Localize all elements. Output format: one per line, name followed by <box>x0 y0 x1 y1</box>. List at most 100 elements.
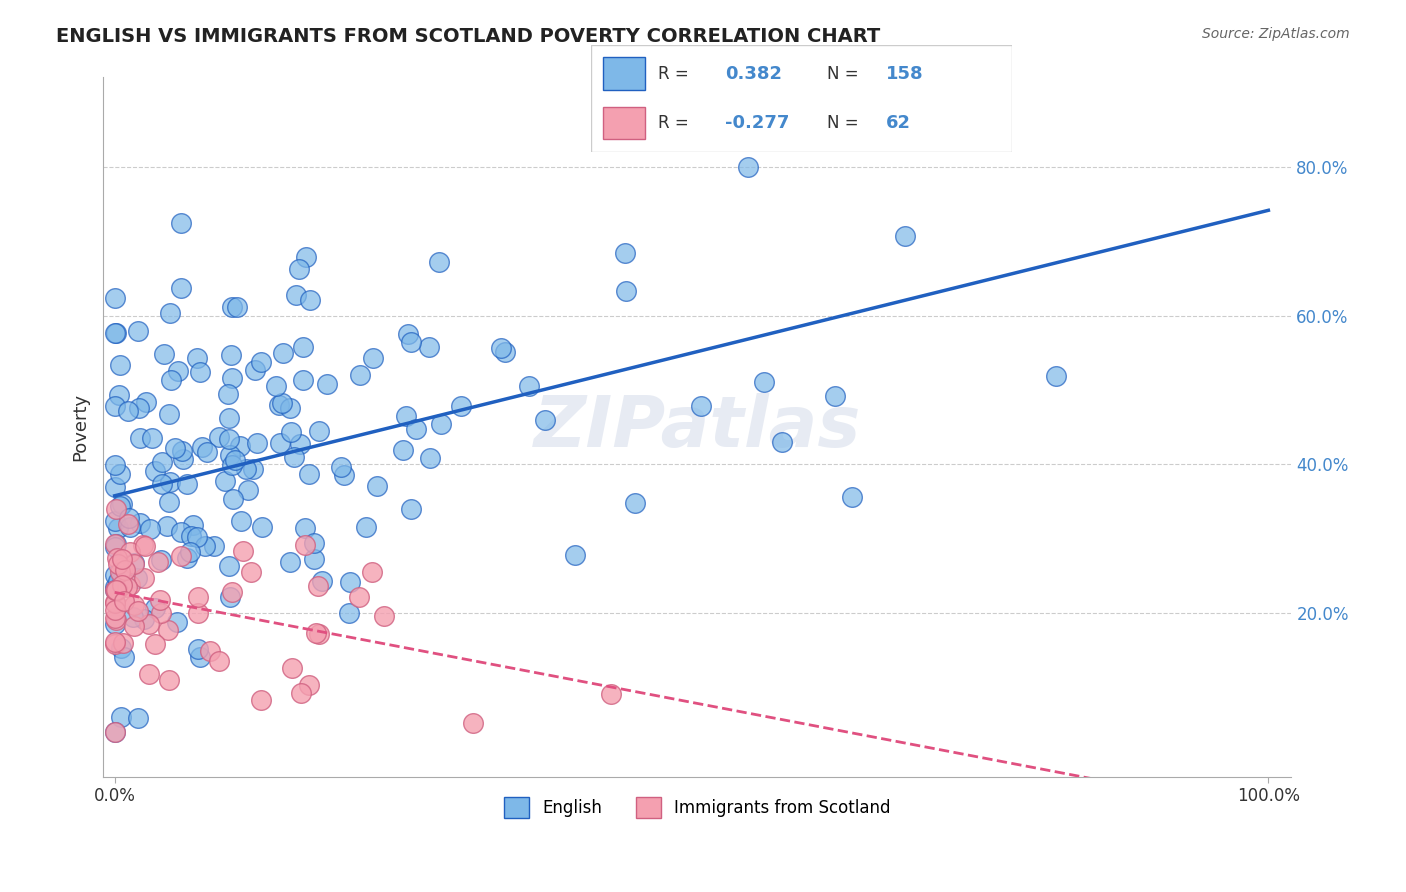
Point <box>221 348 243 362</box>
Text: 158: 158 <box>886 64 924 82</box>
Point <box>354 520 377 534</box>
Point <box>392 442 415 457</box>
Point <box>396 326 419 341</box>
Point <box>219 590 242 604</box>
Point <box>292 340 315 354</box>
Point <box>104 326 127 340</box>
FancyBboxPatch shape <box>603 107 645 139</box>
Point <box>134 571 156 585</box>
Point <box>134 539 156 553</box>
Point <box>534 413 557 427</box>
Point <box>494 344 516 359</box>
Point <box>157 495 180 509</box>
Point <box>108 358 131 372</box>
Point <box>170 281 193 295</box>
Point <box>463 715 485 730</box>
Point <box>159 306 181 320</box>
Point <box>138 522 160 536</box>
Point <box>166 615 188 630</box>
Point <box>108 565 131 579</box>
Point <box>208 655 231 669</box>
Point <box>405 422 427 436</box>
Point <box>146 556 169 570</box>
Point <box>127 571 149 585</box>
Point <box>107 521 129 535</box>
Point <box>127 711 149 725</box>
Point <box>229 439 252 453</box>
Point <box>172 452 194 467</box>
Point <box>337 607 360 621</box>
Point <box>129 430 152 444</box>
Point <box>419 451 441 466</box>
Point <box>221 301 243 315</box>
Point <box>104 514 127 528</box>
Point <box>104 583 127 598</box>
Point <box>105 537 128 551</box>
Point <box>157 673 180 687</box>
Text: 62: 62 <box>886 114 911 132</box>
Point <box>235 462 257 476</box>
Point <box>150 606 173 620</box>
Point <box>157 623 180 637</box>
Point <box>267 398 290 412</box>
Point <box>290 686 312 700</box>
Point <box>266 379 288 393</box>
FancyBboxPatch shape <box>591 45 1012 152</box>
Point <box>600 687 623 701</box>
Point <box>150 455 173 469</box>
Point <box>104 458 127 472</box>
Text: N =: N = <box>827 114 863 132</box>
Point <box>170 444 193 458</box>
Point <box>186 351 208 366</box>
Point <box>308 626 330 640</box>
Point <box>132 612 155 626</box>
Point <box>242 461 264 475</box>
Point <box>186 530 208 544</box>
Point <box>104 596 127 610</box>
Point <box>107 576 129 591</box>
Point <box>373 609 395 624</box>
Point <box>104 634 127 648</box>
Point <box>138 666 160 681</box>
Point <box>333 467 356 482</box>
Point <box>124 558 146 572</box>
Point <box>430 417 453 431</box>
Point <box>118 510 141 524</box>
Point <box>232 543 254 558</box>
Point <box>105 551 128 566</box>
Point <box>489 341 512 355</box>
Point <box>131 538 153 552</box>
Point <box>243 363 266 377</box>
Point <box>110 641 132 656</box>
Point <box>291 373 314 387</box>
Point <box>120 578 142 592</box>
Text: R =: R = <box>658 114 695 132</box>
Point <box>894 228 917 243</box>
Point <box>614 284 637 298</box>
Point <box>150 476 173 491</box>
Point <box>107 557 129 571</box>
Point <box>108 388 131 402</box>
Point <box>395 409 418 423</box>
Point <box>165 441 187 455</box>
Point <box>297 677 319 691</box>
Point <box>156 519 179 533</box>
Point <box>170 525 193 540</box>
Point <box>278 401 301 415</box>
Text: R =: R = <box>658 64 695 82</box>
Point <box>329 460 352 475</box>
Point <box>188 365 211 379</box>
Point <box>167 364 190 378</box>
Point <box>110 500 132 514</box>
Point <box>138 616 160 631</box>
Point <box>239 566 262 580</box>
Point <box>112 560 135 574</box>
Point <box>221 371 243 385</box>
Point <box>214 474 236 488</box>
Point <box>224 453 246 467</box>
Point <box>298 293 321 307</box>
Point <box>280 425 302 439</box>
Point <box>450 399 472 413</box>
Point <box>186 591 208 605</box>
Point <box>143 637 166 651</box>
